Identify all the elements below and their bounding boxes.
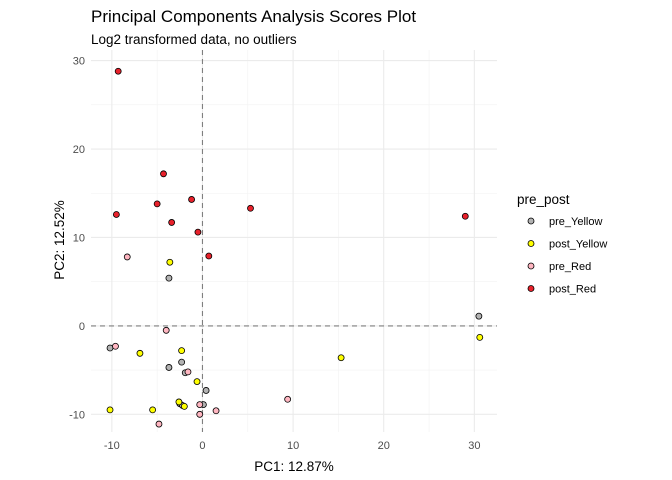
scatter-point-pre_Red <box>184 368 192 376</box>
scatter-point-post_Red <box>112 211 120 218</box>
reference-lines <box>91 50 497 432</box>
data-points <box>106 67 484 428</box>
tick-labels: -10 0 10 20 30 -10 0 10 20 30 <box>69 56 480 452</box>
scatter-point-pre_Red <box>284 395 292 403</box>
scatter-point-post_Yellow <box>337 354 345 362</box>
legend-title: pre_post <box>517 192 570 207</box>
legend-label-pre_Yellow: pre_Yellow <box>549 216 602 228</box>
scatter-point-post_Yellow <box>136 349 144 357</box>
x-tick-label: 30 <box>468 440 480 452</box>
scatter-point-post_Red <box>247 204 254 212</box>
y-axis-label: PC2: 12.52% <box>52 200 67 280</box>
legend-key-pre_Red <box>527 262 535 270</box>
scatter-point-post_Red <box>205 252 213 260</box>
legend-key-post_Red <box>527 285 535 292</box>
scatter-point-pre_Red <box>155 420 163 428</box>
scatter-point-pre_Yellow <box>165 364 173 371</box>
y-tick-label: -10 <box>69 409 85 421</box>
y-tick-label: 30 <box>73 56 85 68</box>
legend-label-post_Red: post_Red <box>549 284 596 296</box>
chart-title: Principal Components Analysis Scores Plo… <box>91 7 416 26</box>
legend-label-pre_Red: pre_Red <box>549 261 591 273</box>
x-axis-label: PC1: 12.87% <box>254 459 334 474</box>
scatter-point-pre_Yellow <box>202 387 210 394</box>
scatter-point-post_Yellow <box>175 398 183 406</box>
legend-label-post_Yellow: post_Yellow <box>549 239 607 251</box>
scatter-point-post_Red <box>194 228 202 236</box>
scatter-point-post_Yellow <box>178 347 186 355</box>
legend-key-post_Yellow <box>527 240 535 247</box>
scatter-point-post_Red <box>168 219 176 226</box>
scatter-point-post_Yellow <box>180 402 188 410</box>
x-tick-label: 20 <box>378 440 390 452</box>
scatter-point-post_Red <box>114 67 122 75</box>
scatter-point-pre_Yellow <box>178 358 186 366</box>
scatter-point-pre_Red <box>196 401 204 408</box>
scatter-point-post_Red <box>160 170 167 178</box>
scatter-point-post_Red <box>461 212 469 220</box>
scatter-point-post_Yellow <box>149 406 157 414</box>
y-tick-label: 0 <box>79 321 85 333</box>
legend: pre_Yellow post_Yellow pre_Red post_Red <box>527 216 607 296</box>
scatter-point-post_Red <box>153 200 161 208</box>
scatter-point-pre_Yellow <box>165 274 173 282</box>
scatter-point-pre_Red <box>196 410 204 418</box>
x-tick-label: 10 <box>287 440 299 452</box>
scatter-point-pre_Red <box>162 326 170 334</box>
scatter-point-post_Yellow <box>476 333 484 341</box>
chart-subtitle: Log2 transformed data, no outliers <box>91 32 297 47</box>
scatter-point-pre_Red <box>212 407 220 415</box>
y-tick-label: 20 <box>73 144 85 156</box>
scatter-point-pre_Red <box>112 342 119 350</box>
scatter-point-pre_Yellow <box>475 312 483 320</box>
scatter-point-post_Red <box>188 196 195 203</box>
y-tick-label: 10 <box>73 232 85 244</box>
scatter-point-post_Yellow <box>166 258 174 266</box>
x-tick-label: 0 <box>199 440 205 452</box>
grid <box>91 50 497 432</box>
scatter-point-post_Yellow <box>193 378 201 385</box>
x-tick-label: -10 <box>104 440 120 452</box>
scatter-point-post_Yellow <box>106 406 114 414</box>
legend-key-pre_Yellow <box>527 217 535 225</box>
scatter-point-pre_Red <box>123 253 131 261</box>
